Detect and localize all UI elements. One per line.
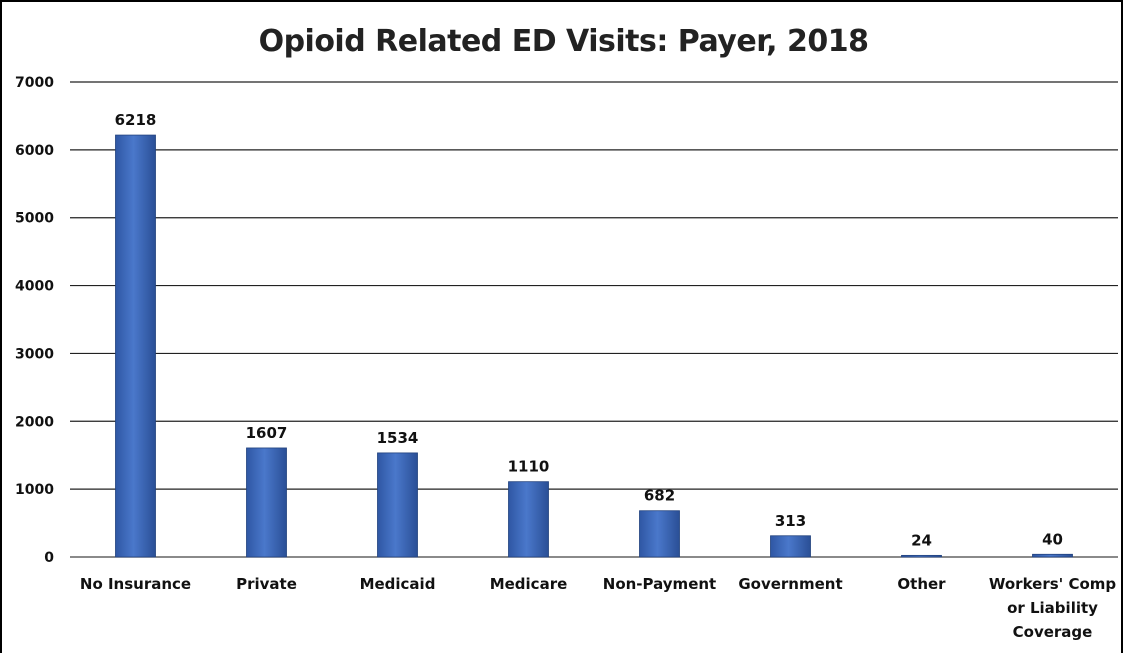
gridlines <box>70 81 1118 558</box>
bar <box>770 535 811 558</box>
x-tick-label: Coverage <box>1013 623 1093 641</box>
bar <box>639 510 680 558</box>
bar <box>115 134 156 558</box>
bar <box>377 452 418 558</box>
y-tick-label: 6000 <box>15 143 54 159</box>
x-tick-label: Medicaid <box>360 575 436 593</box>
bar <box>901 554 942 558</box>
x-tick-label: or Liability <box>1007 599 1098 617</box>
data-label: 1534 <box>377 429 419 447</box>
y-tick-label: 2000 <box>15 414 54 430</box>
x-axis: No Insurance Private Medicaid Medicare Non-P… <box>80 575 1117 641</box>
data-label: 6218 <box>115 111 157 129</box>
y-tick-label: 0 <box>44 550 54 566</box>
y-axis: 0 1000 2000 3000 4000 5000 6000 7000 <box>15 75 54 566</box>
x-tick-label: No Insurance <box>80 575 191 593</box>
data-label: 1607 <box>246 424 288 442</box>
bar <box>508 481 549 558</box>
x-tick-label: Other <box>897 575 946 593</box>
data-labels: 6218 1607 1534 1110 682 313 24 40 <box>115 111 1063 549</box>
bar <box>1032 553 1073 558</box>
y-tick-label: 5000 <box>15 211 54 227</box>
y-tick-label: 4000 <box>15 279 54 295</box>
data-label: 313 <box>775 512 806 530</box>
x-tick-label: Private <box>236 575 297 593</box>
data-label: 1110 <box>508 458 550 476</box>
data-label: 24 <box>911 531 932 549</box>
y-tick-label: 3000 <box>15 346 54 362</box>
y-tick-label: 7000 <box>15 75 54 91</box>
bar <box>246 447 287 558</box>
data-label: 682 <box>644 487 675 505</box>
data-label: 40 <box>1042 530 1063 548</box>
chart-title: Opioid Related ED Visits: Payer, 2018 <box>258 24 869 59</box>
bars <box>115 134 1073 558</box>
x-tick-label: Non-Payment <box>603 575 716 593</box>
x-tick-label: Medicare <box>490 575 568 593</box>
x-tick-label: Workers' Comp <box>989 575 1117 593</box>
y-tick-label: 1000 <box>15 482 54 498</box>
x-tick-label: Government <box>738 575 842 593</box>
